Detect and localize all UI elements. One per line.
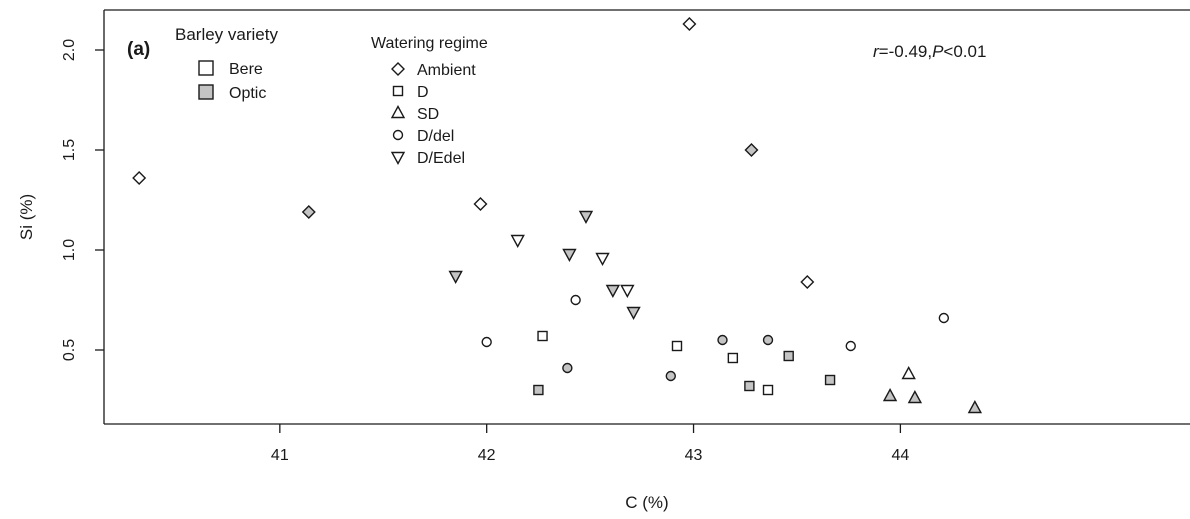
data-point: [671, 340, 683, 352]
x-tick-label: 41: [271, 447, 289, 464]
data-points: [132, 17, 983, 414]
data-point: [132, 171, 147, 185]
data-point: [448, 270, 463, 284]
y-tick-label: 2.0: [61, 39, 78, 61]
data-point: [882, 388, 898, 402]
legend-watering-marker: [392, 85, 404, 97]
data-point: [533, 384, 544, 396]
legend-watering-label: D: [417, 84, 429, 101]
data-point: [800, 275, 815, 289]
p-symbol: P: [932, 42, 944, 61]
x-tick-label: 44: [892, 447, 910, 464]
legend-barley-variety: Barley variety Bere Optic: [175, 25, 278, 102]
y-tick-label: 0.5: [61, 339, 78, 361]
y-ticks: 0.5 1.0 1.5 2.0: [61, 39, 104, 361]
data-point: [938, 312, 950, 324]
data-point: [665, 370, 676, 382]
data-point: [570, 294, 581, 306]
data-point: [845, 340, 856, 352]
y-axis-label: Si (%): [17, 194, 36, 240]
r-symbol: r: [873, 42, 880, 61]
data-point: [626, 306, 641, 320]
data-point: [473, 197, 488, 211]
legend-variety-label: Bere: [229, 61, 263, 78]
legend-watering-title: Watering regime: [371, 35, 488, 52]
y-tick-label: 1.0: [61, 239, 78, 261]
data-point: [783, 350, 794, 362]
data-point: [537, 330, 548, 342]
p-value: <0.01: [943, 42, 986, 61]
x-ticks: 41 42 43 44: [271, 424, 909, 464]
data-point: [605, 284, 621, 298]
legend-variety-label: Optic: [229, 85, 266, 102]
data-point: [578, 210, 594, 224]
r-value: =-0.49,: [879, 42, 932, 61]
axes: [103, 9, 1190, 425]
data-point: [901, 366, 916, 380]
legend-watering-regime: Watering regime Ambient D SD D/del D/Edel: [371, 35, 488, 167]
data-point: [744, 380, 755, 392]
data-point: [762, 334, 774, 346]
data-point: [727, 352, 739, 364]
data-point: [762, 384, 774, 396]
data-point: [620, 284, 635, 298]
x-tick-label: 43: [685, 447, 703, 464]
correlation-annotation: r=-0.49,P<0.01: [873, 42, 986, 61]
legend-variety-swatch: [198, 60, 214, 76]
data-point: [967, 400, 983, 414]
data-point: [301, 205, 316, 219]
data-point: [562, 248, 577, 262]
data-point: [510, 234, 525, 248]
x-axis-label: C (%): [625, 493, 668, 512]
panel-label: (a): [127, 39, 150, 60]
legend-watering-label: Ambient: [417, 62, 476, 79]
data-point: [481, 336, 492, 348]
legend-watering-marker: [391, 62, 405, 76]
data-point: [595, 252, 610, 266]
legend-variety-title: Barley variety: [175, 25, 278, 44]
x-tick-label: 42: [478, 447, 496, 464]
data-point: [744, 143, 759, 157]
data-point: [682, 17, 697, 31]
legend-watering-marker: [392, 129, 404, 141]
legend-watering-marker: [390, 105, 406, 119]
legend-watering-label: D/del: [417, 128, 454, 145]
legend-watering-label: SD: [417, 106, 439, 123]
legend-variety-swatch: [198, 84, 214, 100]
legend-watering-label: D/Edel: [417, 150, 465, 167]
data-point: [562, 362, 573, 374]
data-point: [907, 390, 923, 404]
data-point: [824, 374, 836, 386]
y-tick-label: 1.5: [61, 139, 78, 161]
data-point: [717, 334, 728, 346]
legend-watering-marker: [390, 151, 406, 165]
